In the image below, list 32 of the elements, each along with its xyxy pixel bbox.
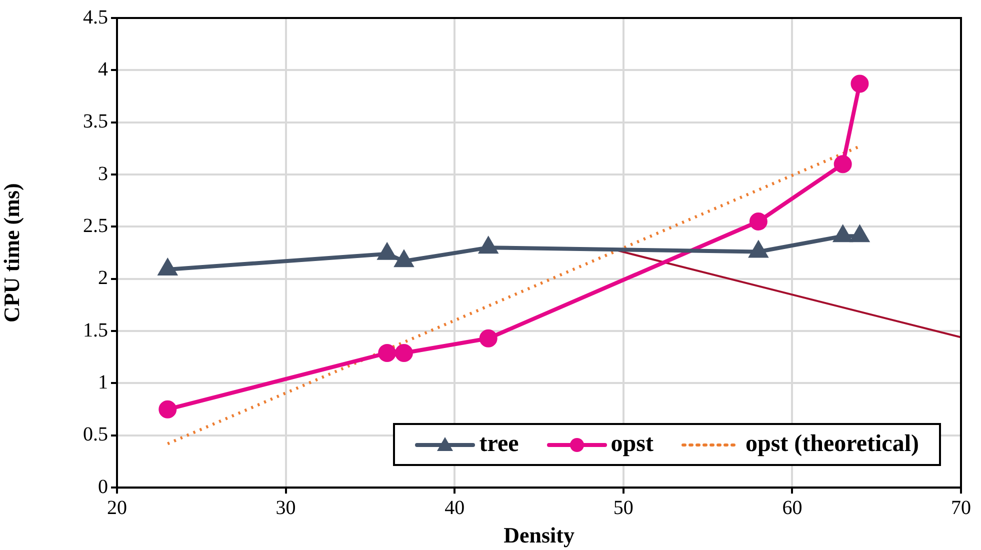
y-tick-label: 2.5 (83, 214, 108, 237)
point (378, 244, 396, 260)
point (158, 400, 177, 418)
y-tick-label: 0 (98, 476, 108, 498)
y-tick-label: 3.5 (83, 110, 108, 133)
point (378, 344, 396, 362)
y-tick-label: 2 (98, 267, 108, 290)
point (394, 344, 413, 362)
y-tick-label: 4.5 (83, 6, 108, 28)
point (750, 242, 768, 258)
legend-label: tree (479, 431, 519, 458)
x-tick-label: 30 (276, 496, 296, 519)
y-tick-label: 0.5 (83, 424, 108, 446)
y-tick-label: 1.5 (83, 319, 108, 342)
x-tick-label: 60 (782, 496, 802, 519)
point (850, 226, 869, 242)
y-axis-title: CPU time (ms) (0, 183, 24, 322)
x-tick-label: 50 (613, 496, 634, 519)
y-tick-label: 1 (98, 371, 108, 394)
point (834, 226, 852, 242)
x-tick-label: 20 (107, 496, 127, 519)
x-tick-label: 40 (444, 496, 465, 519)
x-tick-label: 70 (951, 496, 971, 519)
y-tick-label: 3 (98, 162, 108, 185)
point (395, 251, 413, 268)
point (479, 329, 498, 348)
y-tick-label: 4 (98, 58, 108, 80)
x-axis-title: Density (504, 522, 574, 548)
point (479, 238, 498, 254)
point (158, 259, 177, 276)
legend-label: opst (610, 431, 654, 458)
legend-label: opst (theoretical) (745, 431, 919, 458)
